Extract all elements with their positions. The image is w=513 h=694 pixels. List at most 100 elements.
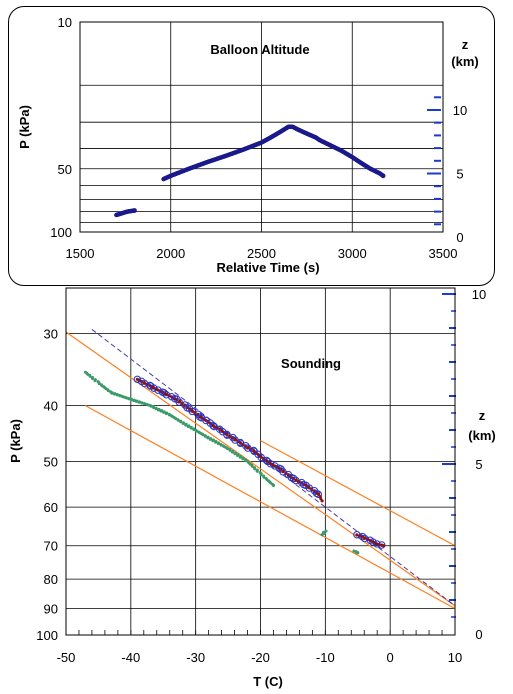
bottom-y2-tick-label: 10 [472,287,486,302]
dewpoint-point [143,402,147,406]
dewpoint-point [112,392,116,396]
temperature-point [164,393,168,397]
top-x-tick-label: 3500 [429,246,458,261]
top-y-axis-label: P (kPa) [17,105,32,149]
temperature-point [177,400,181,404]
dewpoint-point [228,448,232,452]
top-y2-tick-label: 10 [453,103,467,118]
sounding-circle [314,490,322,498]
dewpoint-point [255,469,259,473]
dewpoint-point [164,412,168,416]
bottom-y2-tick-labels: 0 5 10 [472,287,486,642]
bottom-plot-border [65,287,456,636]
dewpoint-point [208,437,212,441]
dewpoint-point [203,434,207,438]
moist-adiabat-line [91,329,456,607]
dewpoint-point [156,408,160,412]
dewpoint-point [140,401,144,405]
top-y2-tick-labels: 0 5 10 [453,103,467,245]
sounding-circle [242,442,250,450]
temperature-point [190,409,194,413]
sounding-circle [271,462,279,470]
bottom-x-tick-labels: -50 -40 -30 -20 -10 0 10 [57,650,463,665]
dewpoint-point [90,377,94,381]
bottom-x-axis-label: T (C) [253,674,283,689]
dewpoint-point [152,405,156,409]
balloon-point [380,173,386,179]
top-x-tick-label: 2000 [156,246,185,261]
dewpoint-point [97,382,101,386]
dewpoint-point [181,421,185,425]
dewpoint-point [192,428,196,432]
temperature-point [281,470,285,474]
top-y-tick-label: 100 [50,225,72,240]
top-y-tick-labels: 10 50 100 [50,15,72,240]
top-x-tick-label: 3000 [338,246,367,261]
dewpoint-point [110,391,114,395]
top-x-tick-labels: 1500 2000 2500 3000 3500 [66,246,458,261]
bottom-z-ticks [442,293,456,618]
top-y-tick-label: 10 [58,15,72,30]
dewpoint-point [134,399,138,403]
dewpoint-point [211,439,215,443]
dewpoint-point [241,457,245,461]
sounding-circle [229,433,237,442]
top-grid [80,22,443,232]
dewpoint-point [159,409,163,413]
sounding-circle [133,375,142,383]
temperature-point [233,438,237,442]
bottom-z-label: z [479,408,486,423]
dewpoint-point [271,483,276,487]
dewpoint-point [214,440,218,444]
temperature-point [225,433,229,437]
dewpoint-point [184,423,188,427]
balloon-altitude-chart: 1500 2000 2500 3000 3500 10 50 100 0 5 10 Balloo… [17,15,479,275]
top-y2-tick-label: 0 [456,230,463,245]
top-z-ticks [427,96,441,226]
bottom-z-unit-label: (km) [468,428,495,443]
dry-adiabat-line [65,331,456,607]
temperature-point [382,544,386,548]
dewpoint-point [230,450,234,454]
dewpoint-point [206,436,210,440]
dewpoint-point [233,452,237,456]
bottom-x-tick-label: -10 [316,650,335,665]
top-x-tick-label: 1500 [66,246,95,261]
temperature-point [294,479,298,483]
dry-adiabat-line [260,440,456,547]
bottom-y2-tick-label: 0 [475,627,482,642]
dewpoint-point [93,379,97,383]
top-x-tick-label: 2500 [247,246,276,261]
temperature-point [320,499,324,503]
bottom-x-minor-ticks [78,630,443,635]
top-plot-border [79,21,444,233]
top-x-axis-label: Relative Time (s) [216,260,319,275]
bottom-y-axis-label: P (kPa) [8,419,23,463]
bottom-y-tick-labels: 30 40 50 60 70 80 90 100 [36,327,58,643]
dewpoint-point [189,426,193,430]
bottom-data-points [83,370,386,555]
bottom-y-tick-label: 30 [44,327,58,342]
bottom-y-tick-label: 80 [44,572,58,587]
dewpoint-point [162,410,166,414]
top-chart-title: Balloon Altitude [210,42,309,57]
bottom-y2-tick-label: 5 [475,457,482,472]
top-data-points [114,124,386,218]
dewpoint-point [129,398,133,402]
temperature-point [363,536,367,540]
top-y-tick-label: 50 [58,162,72,177]
temperature-point [355,533,359,537]
bottom-y-tick-label: 60 [44,500,58,515]
temperature-point [239,441,243,445]
bottom-y-tick-label: 70 [44,539,58,554]
bottom-y-tick-label: 100 [36,628,58,643]
temperature-point [142,381,146,385]
dewpoint-point [216,442,220,446]
dry-adiabat-line [85,405,456,610]
dewpoint-point [238,455,242,459]
dewpoint-point [179,420,183,424]
temperature-point [316,492,320,496]
temperature-point [259,455,263,459]
bottom-x-tick-label: -30 [186,650,205,665]
